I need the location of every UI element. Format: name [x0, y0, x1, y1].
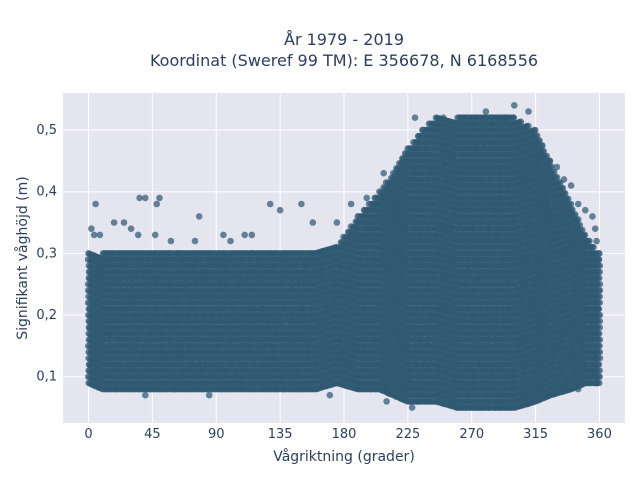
chart-subtitle: Koordinat (Sweref 99 TM): E 356678, N 61… [150, 51, 538, 70]
data-points [84, 102, 604, 411]
chart-title: År 1979 - 2019 [284, 30, 404, 49]
